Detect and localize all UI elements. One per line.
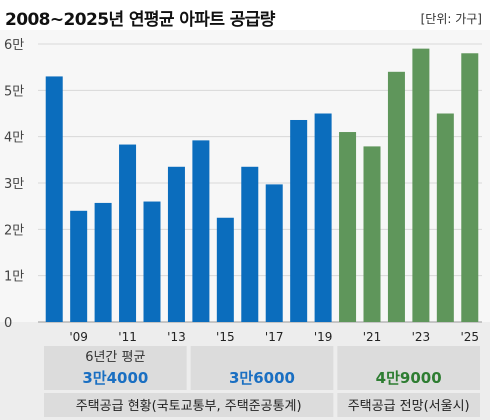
x-tick-label: '11 xyxy=(118,330,137,344)
bar-2022 xyxy=(387,71,405,322)
bar-2019 xyxy=(314,113,332,322)
bars xyxy=(45,48,479,323)
y-axis: 0 1만 2만 3만 4만 5만 6만 xyxy=(4,38,24,331)
bar-2025 xyxy=(461,53,479,323)
x-tick-label: '19 xyxy=(314,330,333,344)
bar-2009 xyxy=(70,210,88,322)
x-tick-label: '23 xyxy=(412,330,431,344)
average-panel xyxy=(190,346,334,390)
unit-label: [단위: 가구] xyxy=(420,12,482,26)
average-value: 4만9000 xyxy=(376,369,442,387)
bar-2021 xyxy=(363,146,381,322)
bar-2015 xyxy=(216,217,234,322)
bar-2012 xyxy=(143,201,161,322)
bar-2020 xyxy=(339,132,357,322)
source-label: 주택공급 현황(국토교통부, 주택준공통계) xyxy=(76,399,302,414)
bar-2018 xyxy=(290,119,308,322)
average-caption: 6년간 평균 xyxy=(85,350,145,365)
y-tick-label: 6만 xyxy=(4,38,24,53)
x-tick-label: '25 xyxy=(460,330,479,344)
source-panel xyxy=(44,393,334,417)
average-panels: 6년간 평균 3만4000 3만6000 4만9000 주택공급 현황(국토교통부, 주… xyxy=(44,346,480,417)
average-panel xyxy=(44,346,187,390)
x-axis: '09 '11 '13 '15 '17 '19 '21 '23 '25 xyxy=(69,330,479,344)
average-value: 3만4000 xyxy=(82,369,148,387)
x-tick-label: '15 xyxy=(216,330,235,344)
x-tick-label: '21 xyxy=(363,330,382,344)
y-tick-label: 3만 xyxy=(4,177,24,192)
bar-2016 xyxy=(241,166,259,322)
bar-2014 xyxy=(192,140,210,322)
y-tick-label: 0 xyxy=(4,316,12,331)
x-tick-label: '09 xyxy=(69,330,88,344)
bar-2010 xyxy=(94,202,112,322)
gridlines xyxy=(38,43,482,323)
average-value: 3만6000 xyxy=(229,369,295,387)
bar-2008 xyxy=(45,76,63,322)
y-tick-label: 5만 xyxy=(4,84,24,99)
y-tick-label: 4만 xyxy=(4,131,24,146)
bar-2017 xyxy=(265,184,283,322)
chart-title: 2008~2025년 연평균 아파트 공급량 xyxy=(5,10,275,30)
bar-2024 xyxy=(436,113,454,322)
y-tick-label: 2만 xyxy=(4,223,24,238)
x-tick-label: '13 xyxy=(167,330,186,344)
bar-2011 xyxy=(119,144,137,322)
bar-2013 xyxy=(167,166,185,322)
source-label: 주택공급 전망(서울시) xyxy=(348,399,470,414)
x-tick-label: '17 xyxy=(265,330,284,344)
y-tick-label: 1만 xyxy=(4,270,24,285)
average-panel xyxy=(337,346,480,390)
source-panel xyxy=(337,393,480,417)
bar-2023 xyxy=(412,48,430,323)
